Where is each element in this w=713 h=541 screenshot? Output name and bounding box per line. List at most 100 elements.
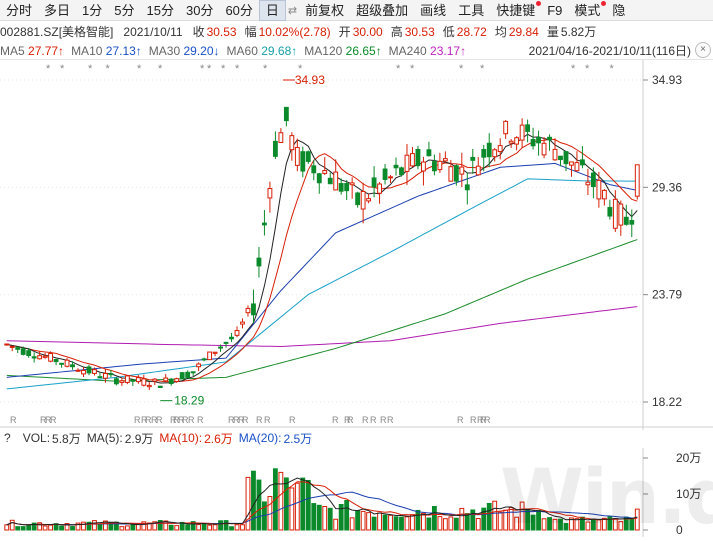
- candle-body: [388, 176, 393, 179]
- volume-bar: [377, 512, 382, 531]
- event-star-marker: *: [585, 63, 590, 75]
- event-star-marker: *: [410, 63, 415, 75]
- vol-ma20-label: MA(20):: [238, 431, 282, 445]
- candle-body: [289, 135, 295, 151]
- candle-body: [590, 172, 596, 188]
- vol-ma10-label: MA(10):: [159, 431, 203, 445]
- vol-ma20-line: [6, 491, 638, 526]
- volume-bar: [163, 520, 169, 531]
- toolbar-item-3[interactable]: 5分: [108, 0, 140, 21]
- stock-code[interactable]: 002881.SZ[美格智能]: [0, 25, 114, 39]
- candle-body: [48, 352, 54, 362]
- rights-r-marker: R: [470, 415, 477, 425]
- candle-body: [81, 369, 86, 375]
- vol-ma5-label: MA(5):: [86, 431, 123, 445]
- volume-bar: [81, 521, 86, 531]
- candle-body: [410, 153, 415, 167]
- volume-bar: [311, 503, 317, 531]
- volume-bar: [634, 508, 640, 531]
- volume-legend-bar: ? VOL: 5.8万 MA(5): 2.9万 MA(10): 2.6万 MA(…: [0, 430, 318, 446]
- candle-body: [272, 140, 278, 157]
- volume-bar: [519, 501, 525, 531]
- ma60-label: MA60: [226, 43, 258, 58]
- event-star-marker: *: [158, 63, 163, 75]
- volume-bar: [344, 499, 350, 531]
- candle-body: [124, 375, 130, 383]
- volume-bar: [563, 523, 569, 531]
- candle-body: [157, 385, 163, 388]
- candle-body: [163, 377, 169, 382]
- help-icon[interactable]: ?: [4, 431, 11, 445]
- volume-bar: [59, 525, 64, 531]
- volume-bar: [481, 507, 487, 531]
- avg-label: 均: [494, 25, 507, 39]
- rights-r-marker: R: [484, 415, 491, 425]
- toolbar-item-label: 多日: [44, 2, 71, 18]
- toolbar-item-7[interactable]: 日: [258, 0, 286, 21]
- toolbar-item-6[interactable]: 60分: [219, 0, 258, 21]
- toolbar-item-label: 60分: [225, 2, 253, 18]
- price-tick-label: 18.22: [652, 395, 682, 409]
- toolbar-item-10[interactable]: 画线: [414, 0, 452, 21]
- event-star-marker: *: [106, 63, 111, 75]
- toolbar-item-13[interactable]: F9: [541, 0, 568, 21]
- close-label: 收: [192, 25, 205, 39]
- avg-value: 29.84: [508, 25, 539, 39]
- volume-bar: [146, 522, 152, 531]
- candle-body: [31, 356, 37, 359]
- toolbar-item-1[interactable]: 多日: [38, 0, 76, 21]
- toolbar-item-8[interactable]: 前复权: [299, 0, 350, 21]
- candle-body: [442, 158, 448, 162]
- rights-r-marker: R: [380, 415, 387, 425]
- rights-r-marker: R: [347, 415, 354, 425]
- ma10-label: MA10: [71, 43, 103, 58]
- toolbar-item-15[interactable]: 隐: [606, 0, 631, 21]
- candle-body: [300, 151, 306, 172]
- volume-bar: [530, 514, 536, 531]
- ma30-label: MA30: [148, 43, 181, 58]
- rights-r-marker: R: [228, 415, 235, 425]
- candle-body: [278, 132, 284, 143]
- change-value: 10.02%(2.78): [258, 25, 331, 39]
- candle-body: [541, 142, 547, 156]
- candle-body: [70, 364, 75, 368]
- ma5-value: 27.77↑: [28, 43, 65, 58]
- ma10-value: 27.13↑: [105, 43, 142, 58]
- volume-bar: [349, 517, 355, 531]
- toolbar-item-9[interactable]: 超级叠加: [350, 0, 414, 21]
- ma120-value: 26.65↑: [345, 43, 382, 58]
- toolbar-item-4[interactable]: 15分: [141, 0, 180, 21]
- candle-body: [64, 359, 70, 367]
- candle-body: [42, 355, 48, 358]
- volume-bar: [601, 517, 607, 531]
- close-range-icon[interactable]: ×: [695, 42, 711, 58]
- high-value: 30.53: [404, 25, 435, 39]
- candle-body: [15, 347, 21, 350]
- volume-bar: [448, 516, 454, 531]
- candle-body: [179, 372, 185, 380]
- toolbar-item-5[interactable]: 30分: [180, 0, 219, 21]
- candle-body: [9, 345, 15, 348]
- volume-tick-label: 0: [676, 523, 683, 537]
- candle-body: [344, 183, 350, 192]
- rights-r-marker: R: [362, 415, 369, 425]
- rights-r-marker: R: [344, 415, 351, 425]
- volume-bar: [541, 518, 547, 531]
- period-switch-icon[interactable]: ⇄: [287, 4, 298, 17]
- toolbar-item-12[interactable]: 快捷键: [490, 0, 542, 21]
- volume-bar: [251, 470, 256, 531]
- volume-bar: [92, 520, 97, 531]
- candle-body: [26, 350, 32, 357]
- toolbar-item-2[interactable]: 1分: [76, 0, 108, 21]
- candle-body: [119, 380, 125, 383]
- event-star-marker: *: [459, 63, 464, 75]
- volume-bar: [442, 518, 448, 531]
- rights-r-marker: R: [264, 415, 271, 425]
- toolbar-item-0[interactable]: 分时: [0, 0, 38, 21]
- candle-body: [256, 257, 262, 267]
- ma30-value: 29.20↓: [183, 43, 220, 58]
- toolbar-item-11[interactable]: 工具: [452, 0, 490, 21]
- toolbar-item-14[interactable]: 模式: [568, 0, 607, 21]
- high-marker-label: 34.93: [295, 73, 325, 87]
